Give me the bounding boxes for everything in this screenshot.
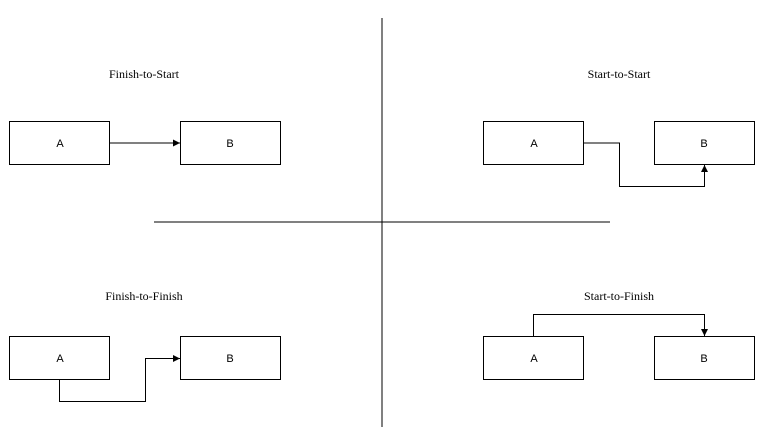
finish-to-finish-quadrant: Finish-to-Finish A B xyxy=(9,289,281,402)
start-to-start-arrow xyxy=(584,142,708,187)
node-a-label: A xyxy=(56,138,64,150)
start-to-finish-title: Start-to-Finish xyxy=(584,289,654,303)
finish-to-finish-title: Finish-to-Finish xyxy=(105,289,182,303)
node-a-label: A xyxy=(530,353,538,365)
start-to-finish-arrow xyxy=(533,314,708,336)
start-to-finish-node-a: A xyxy=(483,336,584,380)
node-b-box xyxy=(180,336,281,380)
finish-to-start-title: Finish-to-Start xyxy=(109,67,180,81)
node-b-box xyxy=(180,121,281,165)
node-b-label: B xyxy=(700,353,707,365)
node-b-label: B xyxy=(226,138,233,150)
start-to-start-quadrant: Start-to-Start A B xyxy=(483,67,755,187)
node-b-label: B xyxy=(226,353,233,365)
finish-to-finish-node-b: B xyxy=(180,336,281,380)
node-a-box xyxy=(9,336,110,380)
start-to-finish-quadrant: Start-to-Finish A B xyxy=(483,289,755,380)
start-to-finish-node-b: B xyxy=(654,336,755,380)
node-a-label: A xyxy=(530,138,538,150)
node-a-box xyxy=(483,336,584,380)
finish-to-finish-arrow xyxy=(59,355,180,402)
node-a-box xyxy=(483,121,584,165)
node-b-label: B xyxy=(700,138,707,150)
start-to-start-node-a: A xyxy=(483,121,584,165)
start-to-start-title: Start-to-Start xyxy=(588,67,651,81)
finish-to-start-quadrant: Finish-to-Start A B xyxy=(9,67,281,165)
node-a-box xyxy=(9,121,110,165)
node-a-label: A xyxy=(56,353,64,365)
finish-to-start-node-a: A xyxy=(9,121,110,165)
start-to-start-node-b: B xyxy=(654,121,755,165)
node-b-box xyxy=(654,336,755,380)
node-b-box xyxy=(654,121,755,165)
finish-to-start-node-b: B xyxy=(180,121,281,165)
finish-to-finish-node-a: A xyxy=(9,336,110,380)
